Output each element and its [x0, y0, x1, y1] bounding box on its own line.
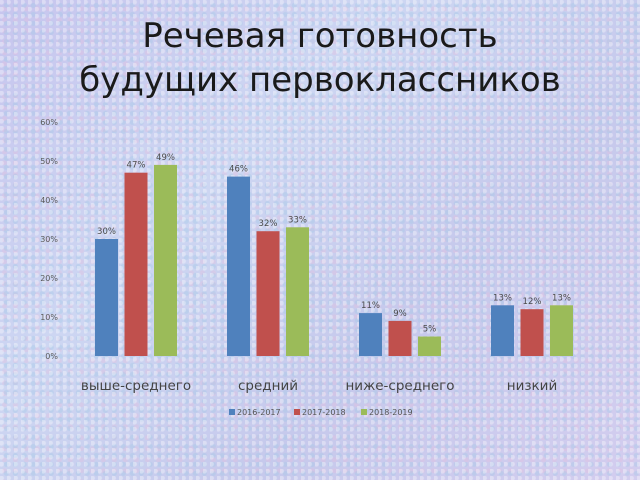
data-label: 11%	[361, 301, 380, 311]
data-label: 46%	[229, 165, 248, 175]
bar	[388, 320, 412, 356]
data-label: 49%	[156, 153, 175, 163]
bar	[418, 336, 441, 356]
x-category-label: выше-среднего	[81, 378, 191, 394]
data-label: 9%	[393, 309, 407, 319]
slide-title: Речевая готовность будущих первоклассник…	[0, 14, 640, 102]
data-label: 13%	[493, 293, 512, 303]
slide-title-line-1: Речевая готовность	[142, 16, 498, 56]
y-tick-label: 20%	[40, 274, 58, 283]
y-tick-label: 10%	[40, 313, 58, 322]
bar	[256, 231, 280, 356]
legend-label: 2018-2019	[369, 408, 413, 417]
data-label: 33%	[288, 215, 307, 225]
bar	[95, 239, 118, 356]
data-label: 5%	[423, 325, 437, 335]
bar	[286, 227, 309, 356]
legend-swatch	[294, 409, 300, 415]
y-tick-label: 0%	[45, 352, 58, 361]
bar	[491, 305, 514, 356]
y-tick-label: 30%	[40, 235, 58, 244]
y-tick-label: 40%	[40, 196, 58, 205]
bar	[227, 176, 250, 356]
y-tick-label: 50%	[40, 157, 58, 166]
x-category-label: средний	[238, 378, 298, 394]
bar	[550, 305, 573, 356]
bar	[520, 309, 544, 356]
x-category-label: низкий	[507, 378, 557, 394]
data-label: 13%	[552, 293, 571, 303]
data-label: 12%	[523, 297, 542, 307]
bar	[359, 313, 382, 356]
x-category-label: ниже-среднего	[345, 378, 454, 394]
data-label: 30%	[97, 227, 116, 237]
bar	[124, 172, 148, 356]
legend-label: 2017-2018	[302, 408, 346, 417]
slide-title-line-2: будущих первоклассников	[79, 60, 561, 100]
bar	[154, 164, 177, 356]
y-tick-label: 60%	[40, 118, 58, 127]
legend-swatch	[229, 409, 235, 415]
legend-swatch	[361, 409, 367, 415]
data-label: 47%	[127, 161, 146, 171]
legend-label: 2016-2017	[237, 408, 281, 417]
data-label: 32%	[259, 219, 278, 229]
